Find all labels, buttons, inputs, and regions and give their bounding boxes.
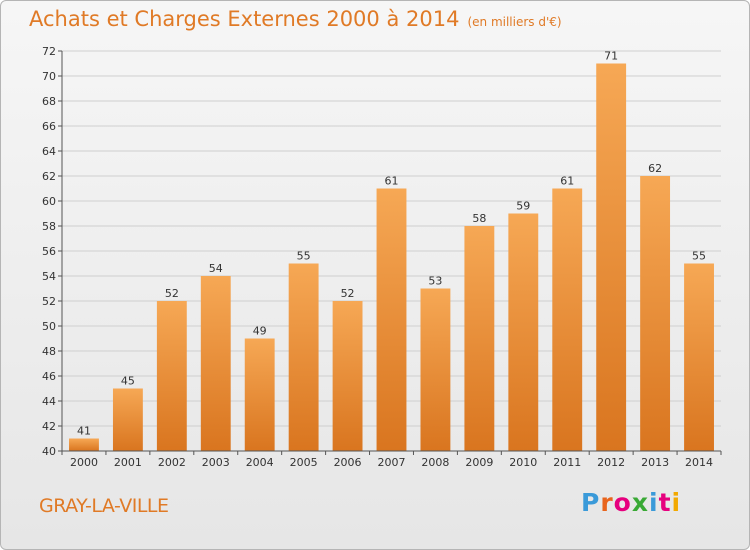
logo-letter: i — [671, 488, 682, 517]
data-label: 59 — [516, 200, 530, 213]
x-tick-label: 2008 — [421, 456, 449, 469]
x-tick-label: 2011 — [553, 456, 581, 469]
x-tick-label: 2002 — [158, 456, 186, 469]
y-tick-label: 42 — [42, 420, 56, 433]
y-tick-label: 52 — [42, 295, 56, 308]
x-tick-label: 2006 — [334, 456, 362, 469]
x-tick-label: 2007 — [378, 456, 406, 469]
data-label: 45 — [121, 375, 135, 388]
x-tick-label: 2012 — [597, 456, 625, 469]
logo-letter: t — [658, 488, 672, 517]
y-tick-label: 72 — [42, 45, 56, 58]
x-tick-label: 2004 — [246, 456, 274, 469]
data-labels: 41 45 52 54 49 55 52 61 53 58 59 61 71 62 55 — [77, 50, 706, 438]
axes: 40 42 44 46 48 50 52 54 56 58 60 62 64 66 68 70 72 2000 20… — [42, 45, 722, 469]
data-label: 62 — [648, 162, 662, 175]
x-tick-label: 2003 — [202, 456, 230, 469]
bar — [288, 263, 319, 451]
y-tick-label: 50 — [42, 320, 56, 333]
data-label: 54 — [209, 262, 223, 275]
bar — [420, 288, 451, 451]
data-label: 41 — [77, 425, 91, 438]
y-tick-label: 68 — [42, 95, 56, 108]
data-label: 49 — [253, 325, 267, 338]
bar — [508, 213, 539, 451]
y-tick-label: 62 — [42, 170, 56, 183]
y-tick-label: 58 — [42, 220, 56, 233]
y-tick-label: 44 — [42, 395, 56, 408]
bars — [69, 63, 714, 451]
data-label: 61 — [560, 175, 574, 188]
bar — [552, 188, 583, 451]
bar — [596, 63, 627, 451]
data-label: 53 — [428, 275, 442, 288]
city-name: GRAY-LA-VILLE — [39, 495, 169, 517]
y-tick-label: 66 — [42, 120, 56, 133]
y-tick-label: 40 — [42, 445, 56, 458]
bar — [244, 338, 275, 451]
bar — [332, 301, 363, 451]
bar — [640, 176, 671, 451]
chart-title-text: Achats et Charges Externes 2000 à 2014 — [29, 7, 460, 31]
proxiti-logo: Proxiti — [581, 488, 681, 517]
data-label: 55 — [297, 250, 311, 263]
logo-letter: x — [631, 488, 649, 517]
data-label: 58 — [472, 212, 486, 225]
y-tick-label: 56 — [42, 245, 56, 258]
bar — [376, 188, 407, 451]
bar — [156, 301, 187, 451]
bar — [69, 438, 99, 451]
logo-letter: r — [600, 488, 614, 517]
data-label: 52 — [165, 287, 179, 300]
y-tick-label: 46 — [42, 370, 56, 383]
y-tick-label: 64 — [42, 145, 56, 158]
data-label: 71 — [604, 50, 618, 63]
x-tick-label: 2009 — [465, 456, 493, 469]
logo-letter: o — [613, 488, 632, 517]
x-tick-label: 2013 — [641, 456, 669, 469]
x-tick-label: 2014 — [685, 456, 713, 469]
x-tick-label: 2000 — [70, 456, 98, 469]
chart-title: Achats et Charges Externes 2000 à 2014 (e… — [29, 7, 562, 31]
y-tick-label: 70 — [42, 70, 56, 83]
bar — [200, 276, 231, 451]
chart-unit: (en milliers d'€) — [467, 15, 562, 29]
y-tick-label: 54 — [42, 270, 56, 283]
y-tick-label: 48 — [42, 345, 56, 358]
bar — [464, 226, 495, 451]
y-tick-label: 60 — [42, 195, 56, 208]
bar — [112, 388, 143, 451]
data-label: 61 — [385, 175, 399, 188]
data-label: 52 — [341, 287, 355, 300]
x-tick-label: 2001 — [114, 456, 142, 469]
x-tick-label: 2010 — [509, 456, 537, 469]
logo-letter: i — [649, 488, 659, 517]
bar — [684, 263, 714, 451]
x-tick-label: 2005 — [290, 456, 318, 469]
data-label: 55 — [692, 250, 706, 263]
logo-letter: P — [581, 488, 601, 517]
